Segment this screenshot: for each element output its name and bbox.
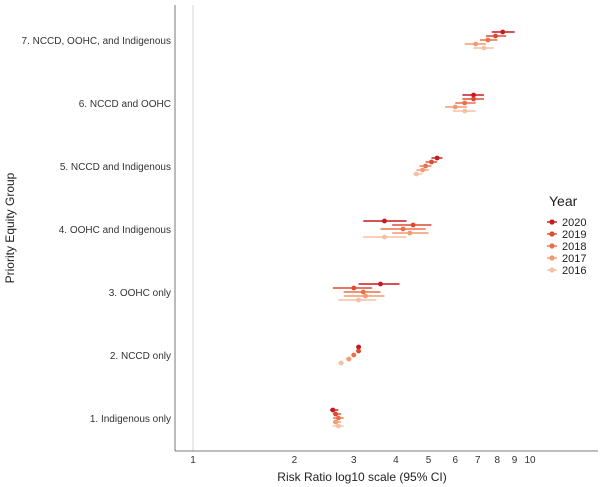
point-2016	[335, 423, 341, 429]
legend-key-point-2016	[549, 267, 555, 273]
x-tick-label: 1	[190, 455, 196, 466]
point-2016	[382, 234, 387, 240]
legend-key-point-2018	[549, 243, 555, 249]
point-2017	[363, 293, 368, 299]
point-2019	[333, 411, 339, 417]
x-tick-label: 4	[393, 455, 399, 466]
point-2016	[462, 108, 468, 114]
legend-label-2020: 2020	[562, 217, 586, 229]
point-2020	[471, 92, 476, 98]
category-label: 4. OOHC and Indigenous	[59, 225, 171, 236]
point-2016	[481, 45, 487, 51]
point-2018	[351, 352, 357, 358]
category-label: 7. NCCD, OOHC, and Indigenous	[21, 36, 171, 47]
point-2019	[493, 33, 498, 39]
point-2018	[485, 37, 491, 43]
category-label: 1. Indigenous only	[90, 414, 171, 425]
legend-key-point-2017	[549, 255, 555, 261]
point-2017	[452, 104, 458, 110]
point-2018	[360, 289, 366, 295]
point-2020	[378, 281, 383, 287]
point-2020	[500, 29, 506, 35]
point-2019	[356, 348, 361, 354]
legend-label-2016: 2016	[562, 265, 586, 277]
point-2017	[346, 356, 352, 362]
category-labels: 7. NCCD, OOHC, and Indigenous 6. NCCD and…	[21, 36, 171, 425]
point-2016	[356, 297, 361, 303]
point-2020	[382, 218, 387, 224]
legend-title: Year	[549, 193, 578, 209]
point-2019	[471, 96, 476, 102]
point-2019	[410, 222, 416, 228]
point-2018	[423, 163, 428, 169]
point-2018	[335, 415, 341, 421]
x-tick-label: 10	[524, 455, 536, 466]
x-tick-labels: 1 2 3 4 5 6 7 8 9 10	[190, 455, 536, 466]
point-2019	[429, 159, 434, 165]
category-label: 3. OOHC only	[109, 288, 171, 299]
point-2018	[462, 100, 468, 106]
x-axis-title: Risk Ratio log10 scale (95% CI)	[277, 470, 446, 484]
legend-label-2019: 2019	[562, 229, 586, 241]
point-2020	[434, 155, 440, 161]
point-2020	[356, 344, 361, 350]
point-2017	[407, 230, 413, 236]
point-2017	[420, 167, 425, 173]
point-2016	[338, 360, 344, 366]
x-tick-label: 3	[351, 455, 357, 466]
category-label: 5. NCCD and Indigenous	[60, 162, 171, 173]
point-2017	[473, 41, 479, 47]
y-axis-title: Priority Equity Group	[3, 172, 17, 283]
x-tick-label: 8	[495, 455, 501, 466]
legend-key-point-2019	[549, 231, 555, 237]
data-marks	[330, 29, 515, 429]
category-label: 6. NCCD and OOHC	[79, 99, 171, 110]
legend-label-2018: 2018	[562, 241, 586, 253]
point-2018	[400, 226, 406, 232]
point-2019	[351, 285, 357, 291]
x-tick-label: 6	[452, 455, 458, 466]
category-label: 2. NCCD only	[110, 351, 171, 362]
legend-key-point-2020	[549, 219, 555, 225]
x-tick-label: 7	[475, 455, 481, 466]
x-tick-label: 2	[292, 455, 298, 466]
point-2016	[413, 171, 419, 177]
point-2020	[330, 407, 336, 413]
point-2017	[333, 419, 339, 425]
x-tick-label: 9	[512, 455, 518, 466]
x-tick-label: 5	[426, 455, 432, 466]
legend-label-2017: 2017	[562, 253, 586, 265]
